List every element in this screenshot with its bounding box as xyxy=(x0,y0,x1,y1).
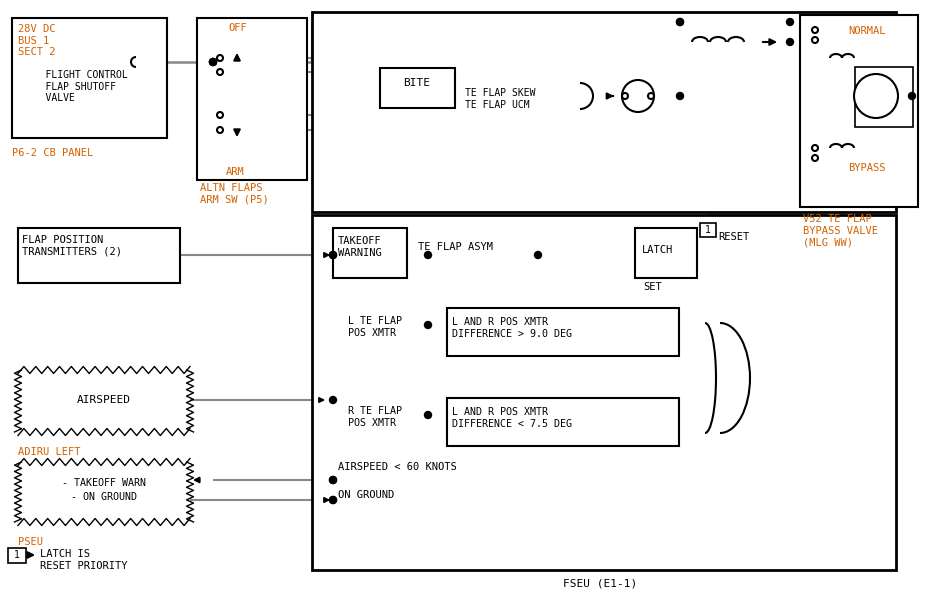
Bar xyxy=(855,67,913,127)
Bar xyxy=(197,18,307,180)
Text: AIRSPEED: AIRSPEED xyxy=(77,395,131,405)
Bar xyxy=(705,323,740,433)
Circle shape xyxy=(786,39,794,46)
Text: NORMAL: NORMAL xyxy=(848,26,885,36)
Bar xyxy=(635,228,697,278)
Text: 1: 1 xyxy=(705,225,711,235)
Bar xyxy=(12,18,167,138)
Circle shape xyxy=(329,397,337,403)
Bar xyxy=(8,548,26,563)
Circle shape xyxy=(425,251,431,258)
Text: LATCH IS: LATCH IS xyxy=(40,549,90,559)
Text: ARM: ARM xyxy=(226,167,245,177)
Text: 1: 1 xyxy=(14,550,20,560)
Circle shape xyxy=(676,93,684,100)
Circle shape xyxy=(217,69,223,75)
Text: L AND R POS XMTR: L AND R POS XMTR xyxy=(452,317,548,327)
Circle shape xyxy=(425,412,431,419)
Text: TE FLAP UCM: TE FLAP UCM xyxy=(465,100,530,110)
Text: ALTN FLAPS
ARM SW (P5): ALTN FLAPS ARM SW (P5) xyxy=(200,183,269,204)
Circle shape xyxy=(535,251,541,258)
Circle shape xyxy=(329,476,337,484)
Circle shape xyxy=(329,497,337,504)
Text: DIFFERENCE > 9.0 DEG: DIFFERENCE > 9.0 DEG xyxy=(452,329,572,339)
Circle shape xyxy=(329,251,337,258)
Text: 28V DC
BUS 1
SECT 2: 28V DC BUS 1 SECT 2 xyxy=(18,24,56,57)
Text: ADIRU LEFT: ADIRU LEFT xyxy=(18,447,80,457)
Text: - TAKEOFF WARN: - TAKEOFF WARN xyxy=(62,478,146,488)
Circle shape xyxy=(854,74,898,118)
Bar xyxy=(380,68,455,108)
Bar xyxy=(18,228,180,283)
Circle shape xyxy=(425,321,431,328)
Text: FLAP POSITION
TRANSMITTERS (2): FLAP POSITION TRANSMITTERS (2) xyxy=(22,235,122,257)
Circle shape xyxy=(217,55,223,61)
Text: PSEU: PSEU xyxy=(18,537,43,547)
Circle shape xyxy=(622,93,628,99)
Circle shape xyxy=(676,18,684,26)
Bar xyxy=(312,215,896,570)
Text: POS XMTR: POS XMTR xyxy=(348,328,396,338)
Text: P6-2 CB PANEL: P6-2 CB PANEL xyxy=(12,148,93,158)
Text: RESET PRIORITY: RESET PRIORITY xyxy=(40,561,128,571)
Text: - ON GROUND: - ON GROUND xyxy=(71,492,137,502)
Text: TE FLAP SKEW: TE FLAP SKEW xyxy=(465,88,536,98)
Bar xyxy=(447,398,679,446)
Circle shape xyxy=(209,58,216,65)
Circle shape xyxy=(812,37,818,43)
Text: LATCH: LATCH xyxy=(642,245,673,255)
Circle shape xyxy=(329,251,337,258)
Text: ON GROUND: ON GROUND xyxy=(338,490,394,500)
Text: FLIGHT CONTROL
    FLAP SHUTOFF
    VALVE: FLIGHT CONTROL FLAP SHUTOFF VALVE xyxy=(22,70,128,103)
Bar xyxy=(312,12,896,212)
Circle shape xyxy=(209,58,216,65)
Text: TE FLAP ASYM: TE FLAP ASYM xyxy=(418,242,493,252)
Circle shape xyxy=(329,476,337,484)
Text: OFF: OFF xyxy=(228,23,247,33)
Circle shape xyxy=(622,80,654,112)
Text: L TE FLAP: L TE FLAP xyxy=(348,316,402,326)
Bar xyxy=(333,228,407,278)
Text: FSEU (E1-1): FSEU (E1-1) xyxy=(563,578,637,588)
Circle shape xyxy=(812,27,818,33)
Text: AIRSPEED < 60 KNOTS: AIRSPEED < 60 KNOTS xyxy=(338,462,457,472)
Circle shape xyxy=(217,112,223,118)
Circle shape xyxy=(812,155,818,161)
Circle shape xyxy=(786,18,794,26)
Text: BITE: BITE xyxy=(403,78,430,88)
Text: R TE FLAP: R TE FLAP xyxy=(348,406,402,416)
Circle shape xyxy=(217,127,223,133)
Text: POS XMTR: POS XMTR xyxy=(348,418,396,428)
Text: L AND R POS XMTR: L AND R POS XMTR xyxy=(452,407,548,417)
Text: M: M xyxy=(871,84,881,100)
Text: TAKEOFF
WARNING: TAKEOFF WARNING xyxy=(338,236,382,258)
Circle shape xyxy=(908,93,916,100)
Text: SET: SET xyxy=(643,282,661,292)
Text: DIFFERENCE < 7.5 DEG: DIFFERENCE < 7.5 DEG xyxy=(452,419,572,429)
Bar xyxy=(700,223,716,237)
Text: BYPASS: BYPASS xyxy=(848,163,885,173)
Bar xyxy=(800,15,918,207)
Bar xyxy=(447,308,679,356)
Circle shape xyxy=(209,58,216,65)
Text: V52 TE FLAP
BYPASS VALVE
(MLG WW): V52 TE FLAP BYPASS VALVE (MLG WW) xyxy=(803,214,878,247)
Circle shape xyxy=(648,93,654,99)
Circle shape xyxy=(676,18,684,26)
Circle shape xyxy=(329,497,337,504)
Text: RESET: RESET xyxy=(718,232,749,242)
Circle shape xyxy=(812,145,818,151)
